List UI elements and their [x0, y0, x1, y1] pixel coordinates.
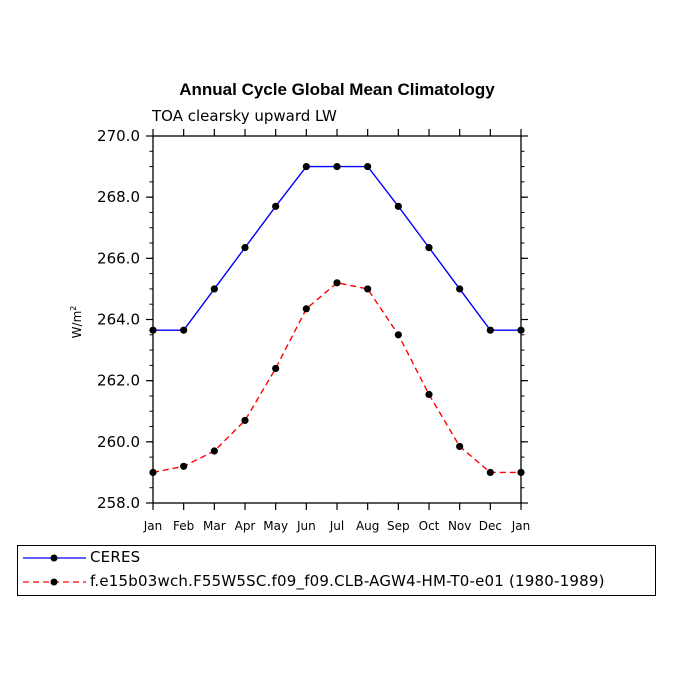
series-1-point — [456, 442, 464, 451]
series-0-point — [364, 162, 372, 171]
series-0-point — [486, 326, 494, 334]
x-tick-label: Jun — [296, 519, 316, 533]
legend-label-ceres: CERES — [90, 548, 141, 566]
series-1-point — [333, 279, 341, 287]
series-0-point — [517, 326, 525, 334]
series-1-point — [364, 285, 372, 293]
x-tick-label: Apr — [235, 519, 256, 533]
y-tick-label: 264.0 — [97, 311, 140, 329]
legend-label-model: f.e15b03wch.F55W5SC.f09_f09.CLB-AGW4-HM-… — [90, 572, 605, 590]
y-tick-label: 258.0 — [97, 494, 140, 512]
x-tick-label: Jan — [511, 519, 531, 533]
series-1-point — [210, 447, 218, 455]
legend-swatch-ceres-marker — [50, 554, 58, 562]
axis-ticks — [146, 129, 528, 510]
x-tick-label: Dec — [479, 519, 502, 533]
series-layer — [149, 162, 525, 477]
series-line-1 — [152, 282, 521, 474]
plot-frame — [152, 135, 522, 504]
chart-subtitle: TOA clearsky upward LW — [151, 107, 337, 125]
series-1-point — [272, 364, 280, 373]
y-tick-label: 268.0 — [97, 188, 140, 206]
series-1-point — [180, 462, 188, 470]
series-1-point — [241, 416, 249, 425]
legend-swatch-model-marker — [50, 578, 58, 586]
y-axis-label-superscript: 2 — [69, 306, 78, 311]
y-axis-label: W/m2 — [69, 306, 84, 339]
chart-title: Annual Cycle Global Mean Climatology — [179, 80, 495, 99]
x-tick-label: Oct — [419, 519, 440, 533]
series-1-point — [517, 468, 525, 477]
legend-entry-model: f.e15b03wch.F55W5SC.f09_f09.CLB-AGW4-HM-… — [18, 570, 655, 594]
x-tick-label: Feb — [173, 519, 194, 533]
series-1-point — [149, 468, 157, 477]
y-tick-label: 262.0 — [97, 372, 140, 390]
y-tick-label: 260.0 — [97, 433, 140, 451]
series-line-0 — [153, 165, 521, 331]
x-tick-label: May — [263, 519, 288, 533]
series-1-point — [486, 468, 494, 477]
series-1-point — [425, 390, 433, 399]
y-axis-label-text: W/m — [70, 311, 84, 339]
x-tick-label: Mar — [203, 519, 226, 533]
legend-swatch-model — [23, 578, 86, 586]
series-1-point — [394, 331, 402, 339]
series-0-point — [241, 244, 249, 252]
x-tick-label: Jan — [143, 519, 163, 533]
x-tick-label: Nov — [448, 519, 471, 533]
x-tick-labels: Jan Feb Mar Apr May Jun Jul Aug Sep Oct Nov Dec Jan — [143, 519, 531, 533]
series-0-point — [333, 162, 341, 171]
y-tick-label: 270.0 — [97, 127, 140, 145]
legend-entry-ceres: CERES — [18, 546, 655, 570]
x-tick-label: Aug — [356, 519, 379, 533]
series-0-point — [272, 202, 280, 210]
x-tick-label: Jul — [329, 519, 344, 533]
x-tick-label: Sep — [387, 519, 410, 533]
y-tick-labels: 258.0 260.0 262.0 264.0 266.0 268.0 270.0 — [97, 127, 140, 512]
legend: CERES f.e15b03wch.F55W5SC.f09_f09.CLB-AG… — [17, 545, 656, 596]
y-tick-label: 266.0 — [97, 249, 140, 267]
series-0-point — [425, 244, 433, 252]
series-0-point — [149, 326, 157, 334]
legend-swatch-ceres — [23, 554, 86, 562]
series-0-point — [394, 202, 402, 210]
series-1-point — [302, 305, 310, 313]
series-0-point — [180, 326, 188, 334]
series-0-point — [210, 285, 218, 293]
series-0-point — [456, 285, 464, 293]
series-0-point — [302, 162, 310, 171]
